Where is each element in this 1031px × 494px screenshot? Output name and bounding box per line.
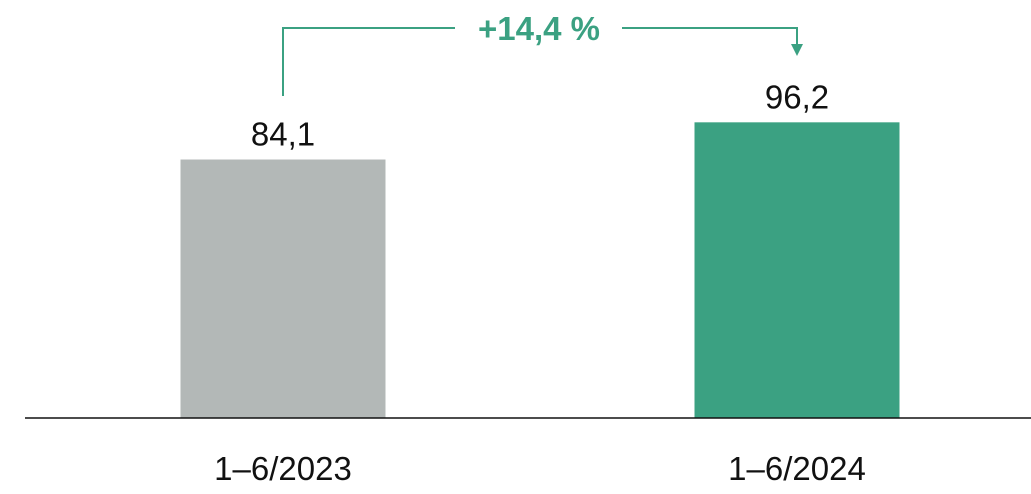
change-annotation bbox=[282, 27, 803, 96]
annotation-line-right bbox=[622, 27, 798, 46]
value-label: 84,1 bbox=[251, 116, 315, 153]
annotation-arrowhead bbox=[791, 44, 803, 56]
x-tick-label: 1–6/2023 bbox=[214, 450, 352, 487]
x-tick-label: 1–6/2024 bbox=[728, 450, 866, 487]
change-label: +14,4 % bbox=[478, 10, 600, 47]
bar bbox=[180, 159, 386, 418]
bar bbox=[694, 122, 900, 418]
value-label: 96,2 bbox=[765, 78, 829, 115]
annotation-line-left bbox=[282, 27, 455, 96]
